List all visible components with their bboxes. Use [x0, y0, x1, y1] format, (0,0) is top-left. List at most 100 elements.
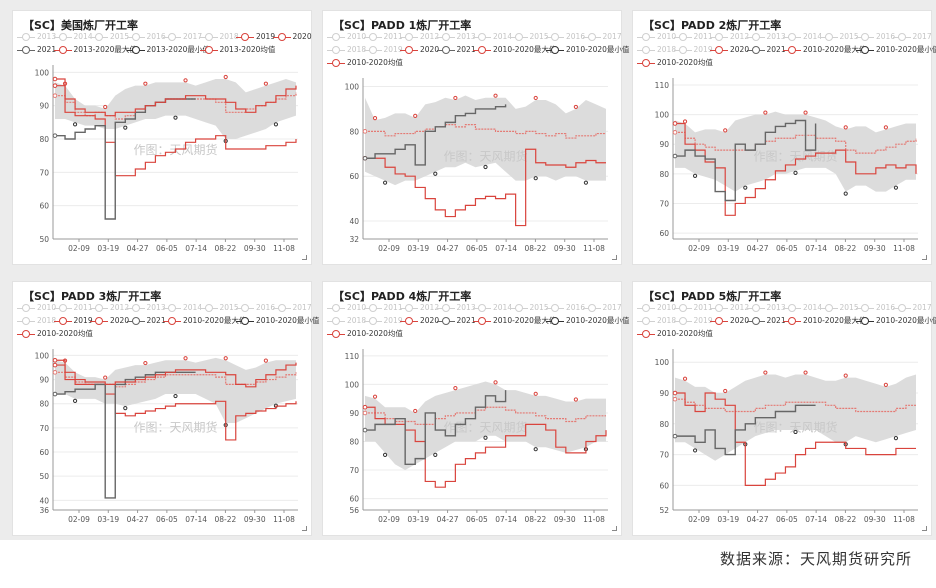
legend-item[interactable]: 2020 [710, 315, 749, 327]
legend-item[interactable]: 2019 [363, 315, 403, 327]
legend-item[interactable]: 2017 [892, 302, 932, 314]
legend-item[interactable]: 2021 [17, 44, 56, 56]
legend-item[interactable]: 2011 [363, 302, 403, 314]
legend-item[interactable]: 2021 [126, 315, 166, 327]
legend-item[interactable]: 2013 [126, 302, 166, 314]
legend-item[interactable]: 2013-2020均值 [199, 44, 275, 56]
legend-item[interactable]: 2013 [746, 31, 786, 43]
legend-item[interactable]: 2016 [546, 302, 585, 314]
legend-item[interactable]: 2017 [582, 302, 622, 314]
legend-item[interactable]: 2013-2020最大值 [53, 44, 137, 56]
legend-item[interactable]: 2020 [272, 31, 312, 43]
legend-item[interactable]: 2011 [363, 31, 403, 43]
legend-item[interactable]: 2010-2020最小值 [546, 44, 629, 56]
legend-item[interactable]: 2013 [17, 31, 56, 43]
legend-item[interactable]: 2010 [17, 302, 56, 314]
legend-item[interactable]: 2013 [436, 31, 476, 43]
x-tick-label: 11-08 [273, 244, 295, 253]
legend-item[interactable]: 2017 [163, 31, 202, 43]
legend-item[interactable]: 2021 [436, 44, 476, 56]
legend-item[interactable]: 2012 [710, 31, 749, 43]
legend-item[interactable]: 2013 [436, 302, 476, 314]
legend-item[interactable]: 2015 [199, 302, 239, 314]
legend-marker-icon [673, 317, 692, 325]
legend-item[interactable]: 2010-2020最大值 [783, 315, 866, 327]
legend-item[interactable]: 2019 [236, 31, 275, 43]
legend-item[interactable]: 2010-2020最大值 [163, 315, 246, 327]
legend-item[interactable]: 2016 [236, 302, 275, 314]
legend-item[interactable]: 2019 [673, 315, 713, 327]
legend-item[interactable]: 2011 [53, 302, 93, 314]
legend-item[interactable]: 2013-2020最小值 [126, 44, 210, 56]
legend-item[interactable]: 2016 [126, 31, 166, 43]
legend-item[interactable]: 2020 [400, 315, 439, 327]
legend-item[interactable]: 2016 [546, 31, 585, 43]
resize-handle-icon[interactable] [302, 255, 307, 260]
legend-item[interactable]: 2011 [673, 31, 713, 43]
resize-handle-icon[interactable] [612, 526, 617, 531]
legend-item[interactable]: 2010-2020最小值 [856, 315, 936, 327]
legend-item[interactable]: 2012 [90, 302, 129, 314]
legend-item[interactable]: 2014 [473, 302, 512, 314]
resize-handle-icon[interactable] [922, 526, 927, 531]
legend-item[interactable]: 2020 [90, 315, 129, 327]
legend-item[interactable]: 2010 [327, 302, 366, 314]
legend-item[interactable]: 2014 [783, 31, 822, 43]
legend-item[interactable]: 2015 [509, 302, 549, 314]
legend-marker-icon [90, 304, 108, 312]
resize-handle-icon[interactable] [612, 255, 617, 260]
legend-item[interactable]: 2010-2020均值 [17, 328, 93, 340]
series-marker [362, 427, 368, 433]
resize-handle-icon[interactable] [922, 255, 927, 260]
legend-label: 2013 [456, 32, 476, 41]
legend-item[interactable]: 2018 [637, 315, 676, 327]
legend-item[interactable]: 2010-2020均值 [327, 57, 403, 69]
legend-item[interactable]: 2014 [783, 302, 822, 314]
resize-handle-icon[interactable] [302, 526, 307, 531]
legend-item[interactable]: 2018 [327, 315, 366, 327]
legend-item[interactable]: 2019 [363, 44, 403, 56]
legend-item[interactable]: 2021 [746, 315, 786, 327]
legend-item[interactable]: 2010 [637, 31, 676, 43]
legend-item[interactable]: 2012 [400, 31, 439, 43]
legend-item[interactable]: 2010-2020最小值 [546, 315, 629, 327]
legend-item[interactable]: 2010-2020最大值 [783, 44, 866, 56]
legend-item[interactable]: 2014 [53, 31, 93, 43]
series-line-2021 [675, 119, 817, 202]
legend-item[interactable]: 2021 [436, 315, 476, 327]
legend-item[interactable]: 2015 [90, 31, 129, 43]
legend-item[interactable]: 2016 [856, 31, 895, 43]
legend-item[interactable]: 2011 [673, 302, 713, 314]
legend-item[interactable]: 2020 [400, 44, 439, 56]
legend-item[interactable]: 2015 [509, 31, 549, 43]
legend-item[interactable]: 2010-2020均值 [637, 328, 713, 340]
legend-item[interactable]: 2015 [819, 302, 859, 314]
legend-item[interactable]: 2010 [637, 302, 676, 314]
legend-item[interactable]: 2010-2020均值 [327, 328, 403, 340]
legend-item[interactable]: 2010-2020最小值 [856, 44, 936, 56]
legend-item[interactable]: 2020 [710, 44, 749, 56]
legend-item[interactable]: 2010-2020最大值 [473, 315, 556, 327]
legend-item[interactable]: 2012 [400, 302, 439, 314]
legend-item[interactable]: 2010-2020均值 [637, 57, 713, 69]
legend-item[interactable]: 2010 [327, 31, 366, 43]
legend-item[interactable]: 2010-2020最小值 [236, 315, 319, 327]
legend-item[interactable]: 2014 [473, 31, 512, 43]
legend-item[interactable]: 2014 [163, 302, 202, 314]
legend-item[interactable]: 2017 [892, 31, 932, 43]
legend-item[interactable]: 2015 [819, 31, 859, 43]
legend-label: 2014 [183, 303, 203, 312]
legend-item[interactable]: 2021 [746, 44, 786, 56]
legend-item[interactable]: 2018 [199, 31, 239, 43]
legend-item[interactable]: 2012 [710, 302, 749, 314]
legend-item[interactable]: 2018 [17, 315, 56, 327]
legend-item[interactable]: 2010-2020最大值 [473, 44, 556, 56]
legend-item[interactable]: 2017 [272, 302, 312, 314]
legend-item[interactable]: 2018 [637, 44, 676, 56]
legend-item[interactable]: 2018 [327, 44, 366, 56]
legend-item[interactable]: 2019 [53, 315, 93, 327]
legend-item[interactable]: 2019 [673, 44, 713, 56]
legend-item[interactable]: 2016 [856, 302, 895, 314]
legend-item[interactable]: 2017 [582, 31, 622, 43]
legend-item[interactable]: 2013 [746, 302, 786, 314]
